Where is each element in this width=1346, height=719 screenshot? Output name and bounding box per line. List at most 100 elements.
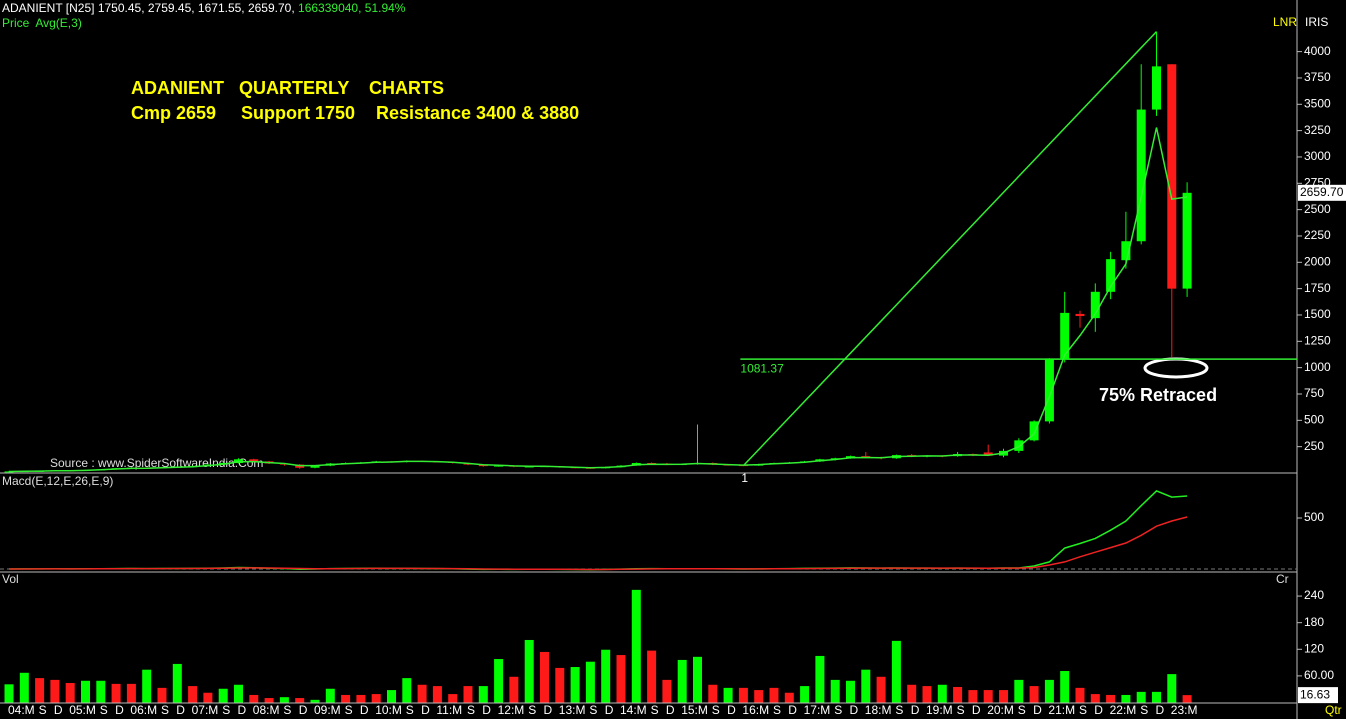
volume-bar (1029, 686, 1039, 703)
scale-name: IRIS (1305, 15, 1328, 29)
volume-bar (968, 690, 978, 703)
x-tick-label: 05:M (69, 703, 96, 717)
candle-body (1121, 241, 1131, 261)
volume-bar (279, 697, 289, 703)
volume-bar (784, 692, 794, 703)
x-tick-label: S (834, 703, 842, 717)
x-tick-label: S (1018, 703, 1026, 717)
period: Qtr (1325, 703, 1342, 717)
volume-bar (1060, 671, 1070, 703)
volume-unit: Cr (1276, 572, 1289, 586)
candle-body (861, 456, 871, 458)
volume-bar (310, 699, 320, 703)
x-tick-label: S (345, 703, 353, 717)
x-tick-label: S (39, 703, 47, 717)
annotation-support: Support 1750 (241, 103, 355, 123)
volume-bar (494, 659, 504, 703)
x-tick-label: 19:M (926, 703, 953, 717)
candle-body (310, 465, 320, 468)
volume-bar (111, 683, 121, 703)
volume-bar (402, 678, 412, 703)
volume-bar (19, 672, 29, 703)
y-tick-label: 1000 (1304, 360, 1331, 374)
source: Source : www.SpiderSoftwareIndia.Com (50, 456, 263, 470)
volume-bar (876, 676, 886, 703)
volume-text: 166339040, (298, 1, 361, 15)
x-tick-label: 11:M (436, 703, 462, 717)
candle-body (1060, 312, 1070, 360)
x-tick-label: 15:M (681, 703, 708, 717)
volume-bar (1152, 691, 1161, 703)
ohlc-text: 1750.45, 2759.45, 1671.55, 2659.70, (98, 1, 295, 15)
volume-bar (1090, 694, 1100, 703)
x-tick-label: D (850, 703, 859, 717)
symbol: ADANIENT [N25] (2, 1, 94, 15)
volume-bar (417, 684, 427, 703)
y-tick-label: 3000 (1304, 149, 1331, 163)
candle-body (4, 471, 14, 473)
volume-bar (723, 687, 733, 703)
y-tick-label: 500 (1304, 412, 1324, 426)
volume-bar (1182, 695, 1192, 703)
volume-bar (585, 661, 595, 703)
candle-body (1167, 64, 1177, 289)
y-tick-label: 1500 (1304, 307, 1331, 321)
x-tick-label: D (1094, 703, 1103, 717)
candle-body (249, 459, 259, 462)
x-tick-label: 18:M (865, 703, 892, 717)
volume-bar (693, 656, 702, 703)
scale-mode: LNR (1273, 15, 1297, 29)
x-tick-label: S (773, 703, 781, 717)
x-tick-label: 23:M (1171, 703, 1198, 717)
volume-bar (1121, 694, 1131, 703)
x-tick-label: D (360, 703, 369, 717)
volume-bar (922, 686, 932, 703)
ema-legend: Price Avg(E,3) (2, 16, 82, 30)
volume-bar (325, 688, 335, 703)
annotation-cmp: Cmp 2659 (131, 103, 216, 123)
volume-bar (1075, 687, 1085, 703)
x-tick-label: D (911, 703, 920, 717)
volume-bar (524, 639, 534, 703)
candle-body (1152, 66, 1161, 110)
y-tick-label: 2000 (1304, 254, 1331, 268)
x-tick-label: 12:M (498, 703, 525, 717)
x-tick-label: 14:M (620, 703, 647, 717)
volume-bar (815, 655, 825, 703)
x-tick-label: D (788, 703, 797, 717)
volume-bar (509, 676, 519, 703)
volume-bar (81, 680, 90, 703)
volume-bar (540, 651, 549, 703)
x-tick-label: 13:M (559, 703, 586, 717)
candle-body (1106, 259, 1116, 292)
last-volume-box (1298, 687, 1338, 704)
x-tick-label: 04:M (8, 703, 35, 717)
candle-body (1014, 440, 1024, 451)
volume-bar (432, 686, 442, 703)
macd-title: Macd(E,12,E,26,E,9) (2, 474, 113, 488)
x-tick-label: D (1033, 703, 1042, 717)
x-tick-label: 09:M (314, 703, 341, 717)
macd-line (9, 516, 1188, 571)
volume-bar (769, 687, 779, 703)
volume-bar (1014, 679, 1024, 703)
volume-bar (387, 690, 396, 703)
y-tick-label: 4000 (1304, 44, 1331, 58)
volume-bar (188, 686, 198, 703)
volume-bar (738, 687, 748, 703)
y-tick-label: 500 (1304, 510, 1324, 524)
x-tick-label: D (666, 703, 675, 717)
x-tick-label: S (1079, 703, 1087, 717)
candle-body (1136, 109, 1146, 242)
y-tick-label: 60.00 (1304, 668, 1334, 682)
y-tick-label: 3250 (1304, 123, 1331, 137)
last-volume-label: 16.63 (1300, 687, 1330, 701)
x-tick-label: S (589, 703, 597, 717)
x-tick-label: S (222, 703, 230, 717)
candle-body (494, 465, 504, 467)
volume-bar (448, 694, 458, 703)
volume-bar (96, 680, 106, 703)
x-tick-label: D (727, 703, 736, 717)
y-tick-label: 750 (1304, 386, 1324, 400)
